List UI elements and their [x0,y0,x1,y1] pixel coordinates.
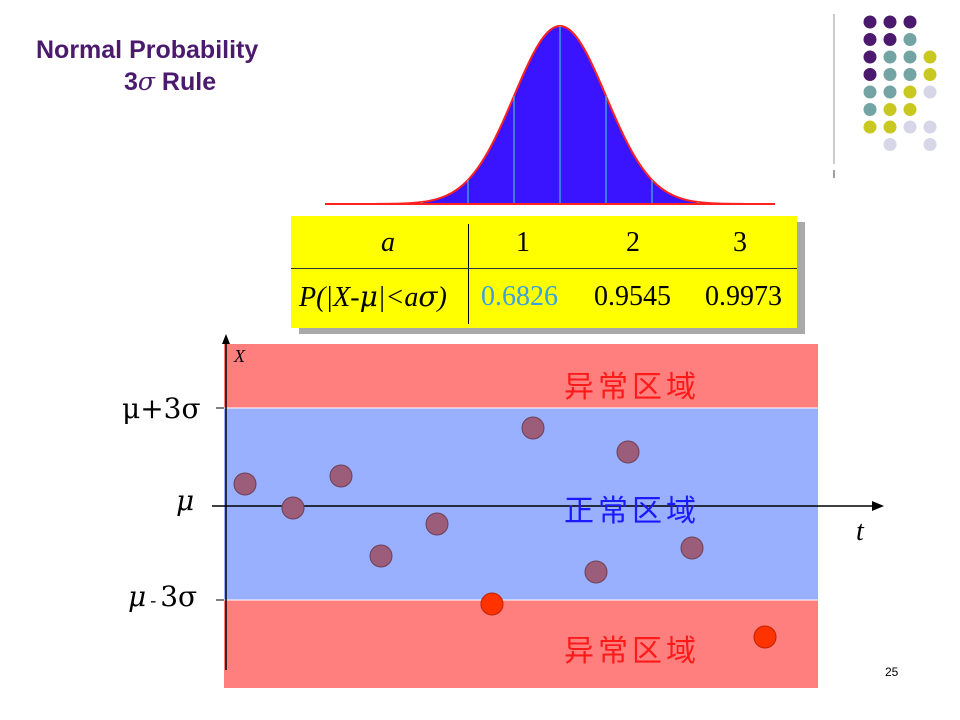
decor-dot [903,50,917,64]
sigma-symbol: σ [137,67,155,96]
data-point [616,440,640,464]
mu-symbol: μ [359,280,378,313]
outlier-point [480,592,504,616]
row-label-a: a [381,227,395,258]
decor-dot [863,33,877,46]
x-axis-label: t [856,516,864,547]
p-value-3: 0.9973 [705,281,782,312]
table-horizontal-divider [291,268,797,269]
decor-dot [903,103,917,116]
decor-dot [863,15,877,29]
p-value-2: 0.9545 [594,281,671,312]
lower-limit-label: μ -3σ [128,580,198,613]
table-vertical-divider [468,224,469,324]
decor-dot [903,33,917,46]
decor-dot [883,33,897,46]
abnormal-region-bottom-label: 异常区域 [564,634,700,669]
abnormal-band-bottom [224,600,818,688]
data-point [233,472,257,496]
sigma-symbol: σ [418,280,438,313]
probability-table: a 1 2 3 P(|X-μ|<aσ) 0.6826 0.9545 0.9973 [291,216,805,334]
p-value-1: 0.6826 [481,281,558,312]
decor-dot [903,68,917,81]
decor-dot [923,120,937,134]
data-point [425,512,449,536]
a-value-2: 2 [626,227,640,258]
data-points [233,416,777,649]
decor-dot [883,50,897,64]
table-body: a 1 2 3 P(|X-μ|<aσ) 0.6826 0.9545 0.9973 [291,216,797,328]
decor-dot [863,103,877,116]
y-axis-arrow [222,334,230,344]
decor-dot [863,120,877,134]
data-point [521,416,545,440]
decor-dot [883,85,897,99]
normal-curve-illustration [325,24,775,205]
decorative-dot-grid [833,14,937,178]
a-value-3: 3 [733,227,747,258]
decor-dot [883,138,897,151]
normal-region-label: 正常区域 [564,494,700,529]
decor-dot [903,15,917,29]
decor-dot [923,50,937,64]
data-point [584,560,608,584]
decor-dot [903,120,917,134]
data-point [281,496,305,520]
abnormal-region-top-label: 异常区域 [564,370,700,405]
decor-dot [863,50,877,64]
center-label: μ [176,484,195,517]
a-value-1: 1 [516,227,530,258]
outlier-point [753,625,777,649]
abnormal-band-top [224,344,818,408]
title-line-2: 3σ Rule [124,67,217,96]
title-line-1: Normal Probability [36,36,259,64]
decor-dot [923,138,937,151]
x-axis-arrow [872,501,884,511]
data-point [329,464,353,488]
decor-dot [883,15,897,29]
decor-dot [863,68,877,81]
decor-dot [883,68,897,81]
decor-dot [923,85,937,99]
decor-dot [903,85,917,99]
page-number: 25 [885,665,899,679]
slide-title: Normal Probability 3σ Rule [36,34,336,98]
data-point [680,536,704,560]
upper-limit-label: μ+3σ [122,392,201,425]
decor-dot [863,85,877,99]
normal-band [224,408,818,600]
decor-dot [923,68,937,81]
decor-dot [883,120,897,134]
data-point [369,544,393,568]
decor-dot [883,103,897,116]
y-axis-label: X [234,346,245,366]
row-label-probability: P(|X-μ|<aσ) [299,280,447,313]
